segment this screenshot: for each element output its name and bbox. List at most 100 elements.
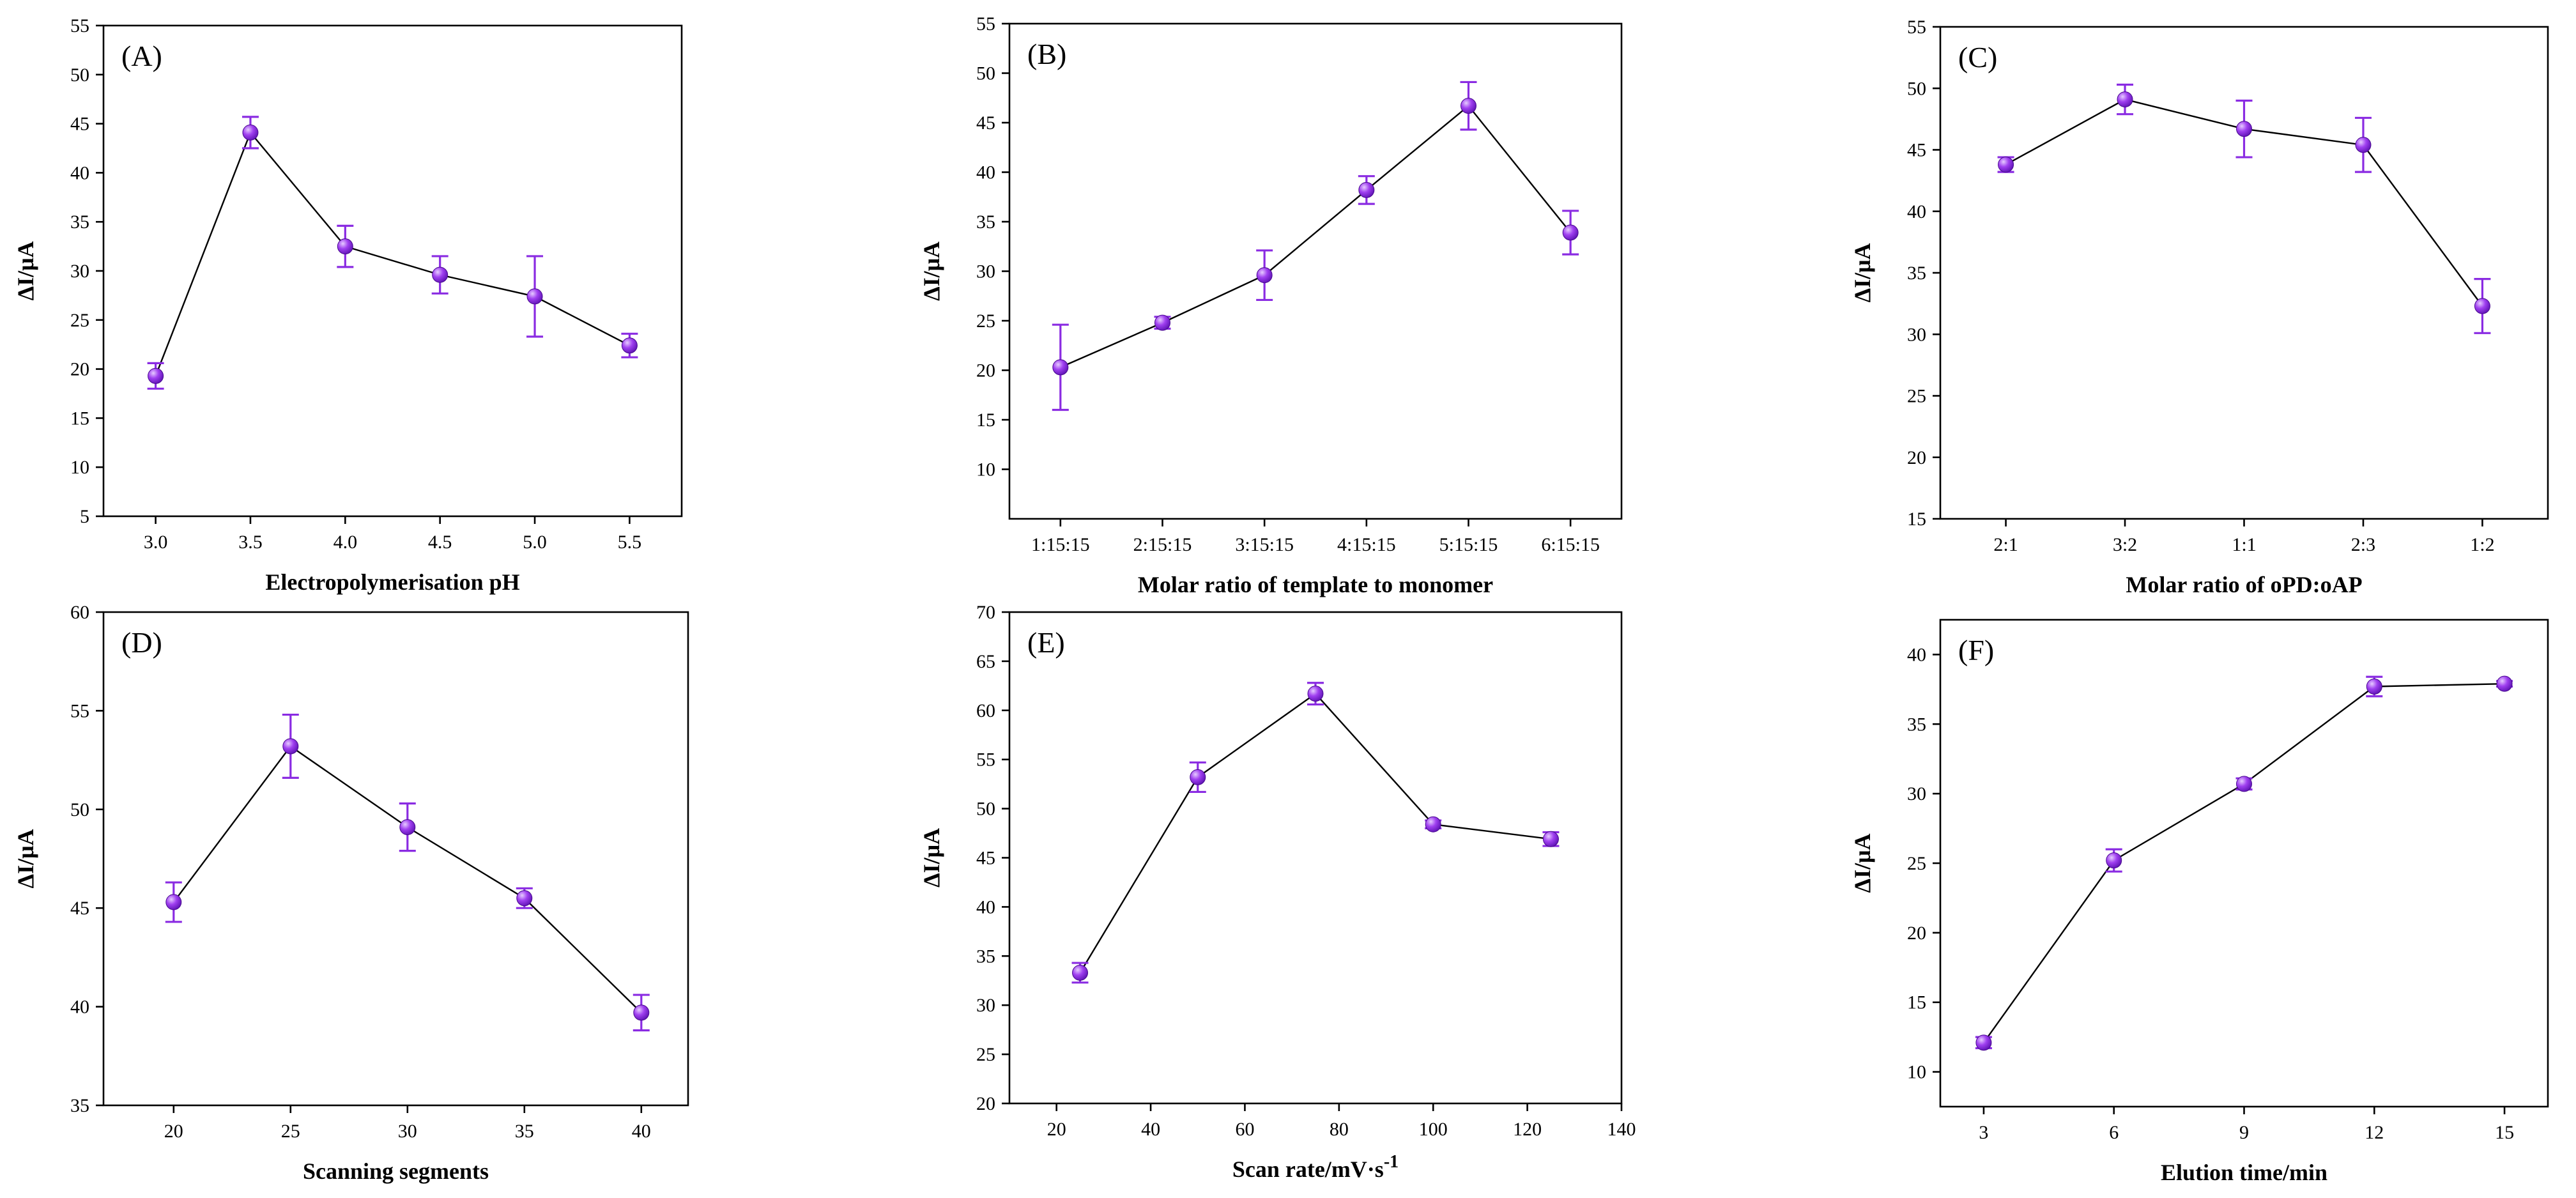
x-tick-label: 6:15:15 xyxy=(1541,534,1600,555)
y-tick-label: 35 xyxy=(976,946,995,967)
x-tick-label: 100 xyxy=(1419,1119,1448,1140)
x-tick-label: 5:15:15 xyxy=(1439,534,1498,555)
y-tick-label: 40 xyxy=(70,997,89,1018)
x-tick-label: 5.0 xyxy=(523,532,547,553)
y-tick-label: 45 xyxy=(976,848,995,869)
data-point xyxy=(1358,181,1375,198)
data-point xyxy=(2106,852,2122,869)
y-tick-label: 50 xyxy=(70,799,89,820)
x-tick-label: 40 xyxy=(1141,1119,1160,1140)
x-tick-label: 25 xyxy=(281,1121,300,1142)
y-tick-label: 15 xyxy=(70,408,89,429)
data-point xyxy=(165,894,182,910)
y-tick-label: 70 xyxy=(976,602,995,623)
y-tick-label: 35 xyxy=(70,1095,89,1116)
panel-a: 3.0 3.5 4.0 4.5 5.0 5.5 5 10 15 20 25 30 35 40 45 50 55 (… xyxy=(13,15,683,595)
y-axis-title: ΔI/μA xyxy=(1850,243,1875,303)
series-line xyxy=(1060,104,1572,368)
y-tick-label: 30 xyxy=(70,261,89,282)
x-axis-title-superscript: -1 xyxy=(1384,1152,1399,1172)
y-tick-label: 55 xyxy=(70,15,89,36)
y-tick-label: 40 xyxy=(976,162,995,183)
y-tick-label: 10 xyxy=(1907,1062,1926,1083)
data-point xyxy=(337,238,353,255)
panel-b: 1:15:15 2:15:15 3:15:15 4:15:15 5:15:15 6:15:… xyxy=(919,13,1623,597)
data-point xyxy=(516,890,533,907)
panel-label: (D) xyxy=(121,626,162,659)
data-point xyxy=(282,738,299,755)
data-point xyxy=(1052,359,1069,376)
y-tick-label: 40 xyxy=(976,896,995,918)
y-axis-title: ΔI/μA xyxy=(919,828,944,887)
y-axis-title: ΔI/μA xyxy=(13,829,38,889)
series-line xyxy=(1079,693,1551,974)
y-tick-label: 45 xyxy=(976,112,995,134)
y-tick-label: 20 xyxy=(1907,447,1926,468)
y-tick-label: 55 xyxy=(70,700,89,721)
y-tick-label: 65 xyxy=(976,651,995,672)
y-tick-label: 30 xyxy=(976,995,995,1016)
data-point xyxy=(1460,98,1476,114)
x-tick-label: 3.0 xyxy=(144,532,168,553)
data-point xyxy=(2355,137,2372,153)
data-point xyxy=(1072,964,1089,981)
data-point xyxy=(1425,816,1441,833)
x-tick-label: 4.0 xyxy=(334,532,358,553)
x-tick-label: 12 xyxy=(2365,1122,2384,1143)
y-tick-label: 15 xyxy=(1907,992,1926,1013)
plot-frame xyxy=(102,611,689,1107)
data-point xyxy=(526,288,543,305)
x-tick-label: 3.5 xyxy=(238,532,263,553)
y-tick-label: 40 xyxy=(1907,644,1926,665)
y-tick-label: 55 xyxy=(1907,17,1926,38)
data-point xyxy=(2496,675,2513,692)
y-tick-label: 25 xyxy=(976,1044,995,1065)
y-tick-label: 55 xyxy=(976,749,995,771)
y-tick-label: 30 xyxy=(976,261,995,282)
y-tick-label: 10 xyxy=(70,457,89,478)
data-point xyxy=(148,367,164,384)
x-tick-label: 3:15:15 xyxy=(1235,534,1294,555)
y-tick-label: 5 xyxy=(80,506,89,527)
panel-label: (F) xyxy=(1958,634,1994,666)
x-tick-label: 1:2 xyxy=(2470,534,2494,555)
data-point xyxy=(1975,1034,1992,1051)
x-tick-label: 2:15:15 xyxy=(1133,534,1192,555)
y-tick-label: 25 xyxy=(70,310,89,331)
y-tick-label: 40 xyxy=(70,162,89,183)
x-tick-label: 4.5 xyxy=(428,532,452,553)
x-tick-label: 1:1 xyxy=(2232,534,2256,555)
plot-frame xyxy=(1008,22,1623,520)
x-tick-label: 30 xyxy=(398,1121,417,1142)
data-point xyxy=(399,819,416,836)
y-tick-label: 15 xyxy=(976,410,995,431)
data-point xyxy=(633,1004,650,1021)
y-tick-label: 35 xyxy=(1907,714,1926,735)
y-tick-label: 50 xyxy=(976,799,995,820)
x-tick-label: 2:3 xyxy=(2351,534,2375,555)
y-tick-label: 25 xyxy=(1907,386,1926,407)
y-tick-label: 20 xyxy=(70,359,89,380)
data-point xyxy=(242,124,259,141)
x-axis-title: Scanning segments xyxy=(303,1158,489,1184)
series-line xyxy=(1982,682,2505,1043)
panel-e: 20 40 60 80 100 120 140 20 25 30 35 40 45 50 55 60 65 70 (… xyxy=(919,602,1636,1182)
data-point xyxy=(2366,679,2382,695)
y-tick-label: 30 xyxy=(1907,324,1926,345)
y-tick-label: 50 xyxy=(70,65,89,86)
x-tick-label: 3 xyxy=(1979,1122,1988,1143)
data-point xyxy=(1307,686,1324,702)
panel-label: (E) xyxy=(1027,626,1065,659)
y-axis-title: ΔI/μA xyxy=(1850,834,1875,893)
x-tick-label: 5.5 xyxy=(618,532,642,553)
x-axis-title: Molar ratio of oPD:oAP xyxy=(2126,572,2362,597)
x-tick-label: 20 xyxy=(1047,1119,1066,1140)
series-line xyxy=(172,745,642,1013)
y-tick-label: 45 xyxy=(1907,140,1926,161)
data-point xyxy=(1998,157,2014,173)
data-point xyxy=(621,337,638,354)
x-tick-label: 6 xyxy=(2109,1122,2119,1143)
data-point xyxy=(1256,267,1273,284)
x-tick-label: 80 xyxy=(1330,1119,1349,1140)
x-tick-label: 35 xyxy=(515,1121,534,1142)
